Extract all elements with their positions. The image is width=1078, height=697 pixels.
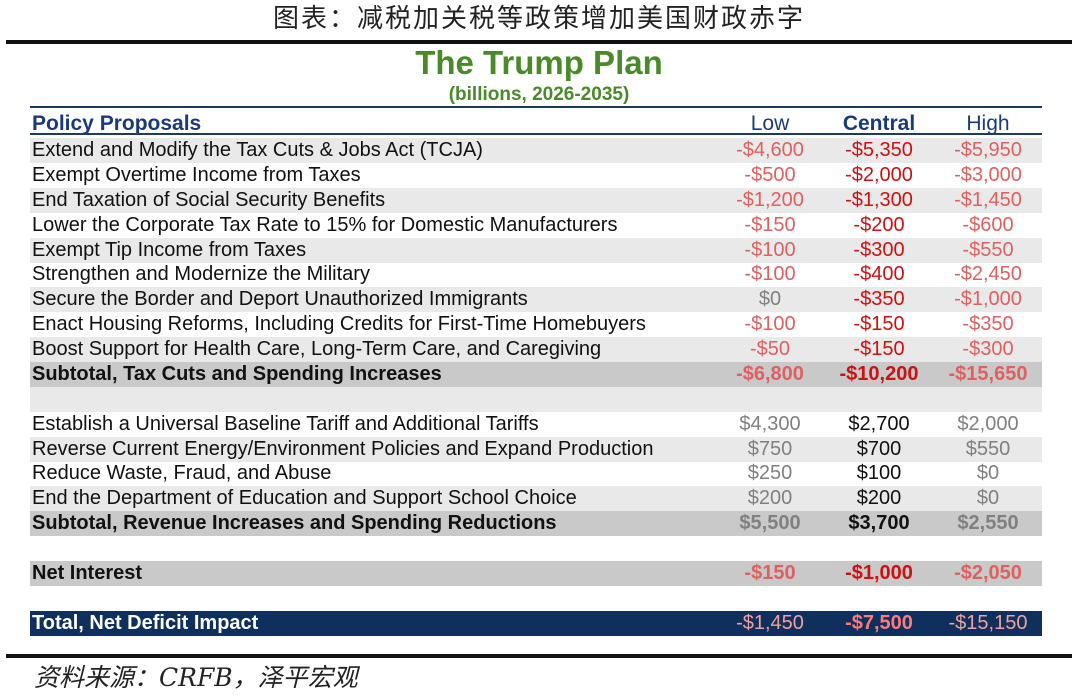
row-central: -$1,000 [845, 562, 913, 584]
row-central: $3,700 [848, 512, 910, 534]
row-high: -$350 [962, 313, 1014, 335]
row-low: -$500 [744, 164, 796, 186]
row-high: -$2,450 [954, 263, 1022, 285]
table-row: Reduce Waste, Fraud, and Abuse $250 $100… [30, 461, 1042, 486]
row-high: -$1,000 [954, 288, 1022, 310]
row-low: $250 [747, 462, 793, 484]
row-central: -$150 [853, 338, 905, 360]
row-central: $2,700 [848, 413, 910, 435]
table-row: Strengthen and Modernize the Military -$… [30, 262, 1042, 287]
row-central: $200 [856, 487, 902, 509]
row-central: -$400 [853, 263, 905, 285]
row-high: -$600 [962, 214, 1014, 236]
table-row: Enact Housing Reforms, Including Credits… [30, 312, 1042, 337]
source-note: 资料来源：CRFB，泽平宏观 [34, 663, 358, 692]
row-central: $700 [856, 438, 902, 460]
row-central: -$150 [853, 313, 905, 335]
row-label: Net Interest [32, 562, 143, 584]
row-central: -$10,200 [839, 363, 919, 385]
row-high: -$550 [962, 239, 1014, 261]
table-row: Reverse Current Energy/Environment Polic… [30, 437, 1042, 462]
row-high: -$3,000 [954, 164, 1022, 186]
row-high: -$15,150 [948, 612, 1028, 634]
caption: 图表：减税加关税等政策增加美国财政赤字 [272, 4, 805, 34]
top-rule [6, 40, 1072, 44]
row-label: Secure the Border and Deport Unauthorize… [32, 288, 528, 310]
table-row: Exempt Overtime Income from Taxes -$500 … [30, 163, 1042, 188]
row-low: -$100 [744, 263, 796, 285]
spacer-row [30, 387, 1042, 412]
page-subtitle: (billions, 2026-2035) [448, 84, 630, 105]
header-central: Central [842, 112, 916, 135]
row-high: $0 [976, 487, 1000, 509]
row-high: -$5,950 [954, 139, 1022, 161]
row-label: Total, Net Deficit Impact [32, 612, 259, 634]
row-label: Exempt Tip Income from Taxes [32, 239, 307, 261]
table-row: End Taxation of Social Security Benefits… [30, 188, 1042, 213]
table-row: Lower the Corporate Tax Rate to 15% for … [30, 213, 1042, 238]
row-low: $200 [747, 487, 793, 509]
row-label: End the Department of Education and Supp… [32, 487, 577, 509]
row-label: Establish a Universal Baseline Tariff an… [32, 413, 539, 435]
row-central: -$7,500 [845, 612, 913, 634]
row-low: -$6,800 [736, 363, 804, 385]
row-label: Reduce Waste, Fraud, and Abuse [32, 462, 332, 484]
row-label: Subtotal, Tax Cuts and Spending Increase… [32, 363, 442, 385]
row-high: $2,550 [957, 512, 1019, 534]
page-title: The Trump Plan [415, 44, 663, 81]
row-label: Boost Support for Health Care, Long-Term… [32, 338, 602, 360]
row-central: -$1,300 [845, 189, 913, 211]
header-policy-proposals: Policy Proposals [32, 112, 202, 135]
row-low: -$1,200 [736, 189, 804, 211]
row-high: $2,000 [957, 413, 1019, 435]
spacer-row [30, 536, 1042, 561]
row-central: $100 [856, 462, 902, 484]
row-label: Enact Housing Reforms, Including Credits… [32, 313, 646, 335]
row-low: -$50 [749, 338, 791, 360]
table-header: Policy Proposals Low Central High [30, 106, 1042, 135]
spacer-row [30, 586, 1042, 611]
row-low: -$4,600 [736, 139, 804, 161]
row-central: -$300 [853, 239, 905, 261]
row-high: -$15,650 [948, 363, 1028, 385]
row-central: -$350 [853, 288, 905, 310]
row-low: $4,300 [739, 413, 801, 435]
row-high: -$2,050 [954, 562, 1022, 584]
row-low: $5,500 [739, 512, 801, 534]
row-label: Subtotal, Revenue Increases and Spending… [32, 512, 557, 534]
table-row: Extend and Modify the Tax Cuts & Jobs Ac… [30, 138, 1042, 163]
row-label: End Taxation of Social Security Benefits [32, 189, 386, 211]
row-label: Lower the Corporate Tax Rate to 15% for … [32, 214, 618, 236]
row-low: -$150 [744, 562, 796, 584]
subtotal-row: Subtotal, Tax Cuts and Spending Increase… [30, 362, 1042, 387]
row-low: -$100 [744, 239, 796, 261]
row-high: $550 [965, 438, 1011, 460]
row-central: -$5,350 [845, 139, 913, 161]
row-label: Strengthen and Modernize the Military [32, 263, 370, 285]
table-row: Secure the Border and Deport Unauthorize… [30, 287, 1042, 312]
header-low: Low [750, 112, 790, 135]
bottom-rule [6, 654, 1072, 658]
row-low: -$150 [744, 214, 796, 236]
row-low: -$100 [744, 313, 796, 335]
table-row: Establish a Universal Baseline Tariff an… [30, 412, 1042, 437]
total-row: Total, Net Deficit Impact -$1,450 -$7,50… [30, 611, 1042, 636]
row-high: -$300 [962, 338, 1014, 360]
row-central: -$200 [853, 214, 905, 236]
net-interest-row: Net Interest -$150 -$1,000 -$2,050 [30, 561, 1042, 586]
row-label: Reverse Current Energy/Environment Polic… [32, 438, 654, 460]
subtotal-row: Subtotal, Revenue Increases and Spending… [30, 511, 1042, 536]
row-low: -$1,450 [736, 612, 804, 634]
row-central: -$2,000 [845, 164, 913, 186]
row-high: -$1,450 [954, 189, 1022, 211]
row-low: $750 [747, 438, 793, 460]
row-low: $0 [758, 288, 782, 310]
row-label: Extend and Modify the Tax Cuts & Jobs Ac… [32, 139, 483, 161]
row-high: $0 [976, 462, 1000, 484]
table-row: End the Department of Education and Supp… [30, 486, 1042, 511]
table-row: Exempt Tip Income from Taxes -$100 -$300… [30, 238, 1042, 263]
table-row: Boost Support for Health Care, Long-Term… [30, 337, 1042, 362]
header-high: High [966, 112, 1010, 135]
row-label: Exempt Overtime Income from Taxes [32, 164, 361, 186]
